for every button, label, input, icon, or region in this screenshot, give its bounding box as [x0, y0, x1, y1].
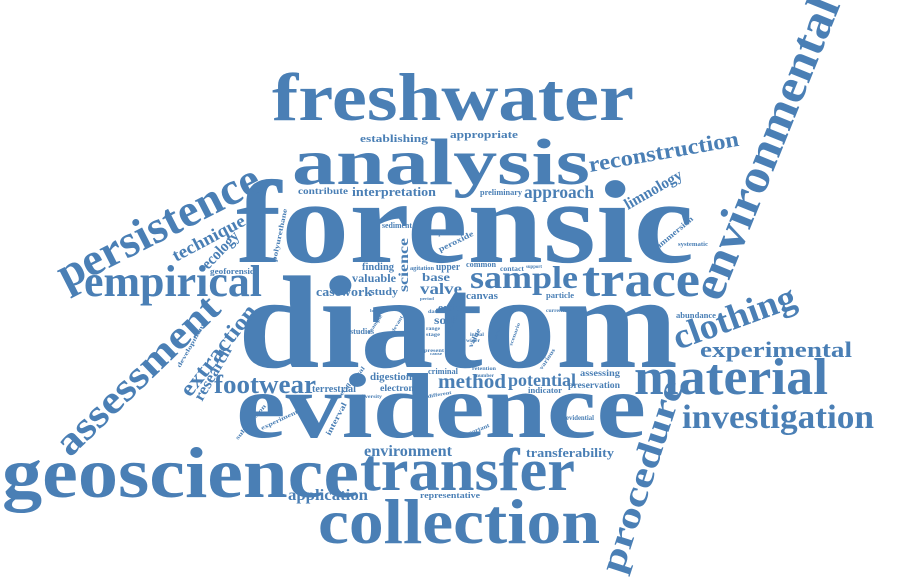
word-assessing: assessing	[580, 368, 621, 378]
word-range: range	[426, 327, 441, 332]
word-particle: particle	[546, 291, 574, 300]
word-valve: valve	[420, 281, 462, 298]
word-contact: contact	[500, 265, 525, 273]
word-interpretation: interpretation	[352, 184, 437, 199]
word-representative: representative	[420, 491, 481, 500]
word-exposure: exposure	[432, 229, 458, 237]
word-stage: stage	[426, 333, 441, 338]
word-establishing: establishing	[360, 133, 429, 145]
word-analysis: analysis	[292, 126, 590, 199]
word-number: number	[476, 374, 495, 379]
word-empirical: empirical	[84, 257, 262, 306]
word-method: method	[438, 371, 506, 393]
word-footwear: footwear	[214, 370, 316, 399]
word-location: location	[370, 308, 389, 313]
word-transfer: transfer	[360, 437, 575, 503]
word-preliminary: preliminary	[480, 188, 522, 197]
word-evidence: evidence	[236, 355, 646, 457]
word-geoscience: geoscience	[2, 433, 359, 513]
word-experimental: experimental	[700, 337, 852, 362]
word-retention: retention	[472, 367, 496, 372]
word-indicator: indicator	[528, 386, 562, 395]
word-data: data	[428, 310, 441, 315]
word-period: period	[420, 296, 435, 301]
word-sediment: sediment	[382, 221, 412, 230]
word-casework: casework	[316, 284, 373, 299]
word-digestion: digestion	[370, 372, 412, 383]
word-upper: upper	[436, 262, 461, 273]
word-diversity: diversity	[360, 395, 383, 400]
word-diatom: diatom	[238, 249, 678, 396]
word-current: current	[546, 309, 564, 314]
word-cause: cause	[430, 351, 442, 356]
word-transferability: transferability	[526, 445, 615, 460]
word-approach: approach	[524, 182, 594, 202]
word-order: order	[438, 303, 465, 314]
word-terrestrial: terrestrial	[312, 384, 356, 395]
word-studies: studies	[350, 327, 374, 336]
word-mode: mode	[493, 325, 503, 341]
word-forensic: forensic	[236, 157, 694, 288]
word-wider: wider	[466, 339, 481, 344]
word-valuable: valuable	[352, 271, 397, 285]
word-potential: potential	[508, 370, 576, 390]
word-present: present	[424, 349, 444, 354]
word-electron: electron	[380, 383, 414, 393]
word-investigation: investigation	[682, 399, 874, 436]
word-preservation: preservation	[568, 380, 620, 390]
word-common: common	[466, 260, 497, 269]
word-study: study	[370, 287, 398, 298]
word-material: material	[634, 349, 828, 406]
word-abundance: abundance	[676, 311, 716, 320]
word-canvas: canvas	[466, 291, 498, 302]
word-appropriate: appropriate	[450, 129, 518, 141]
word-different: different	[427, 391, 452, 400]
word-soil: soil	[434, 313, 455, 327]
word-trace: trace	[582, 251, 700, 307]
word-finding: finding	[362, 262, 394, 273]
word-collection: collection	[318, 486, 600, 557]
word-geoforensic: geoforensic	[210, 267, 255, 276]
word-base: base	[422, 270, 451, 284]
word-freshwater: freshwater	[272, 59, 634, 135]
word-environment: environment	[364, 443, 453, 460]
word-agitation: agitation	[410, 266, 435, 272]
word-evidential: evidential	[566, 414, 594, 422]
word-systematic: systematic	[678, 242, 708, 248]
word-application: application	[288, 487, 368, 504]
word-science: science	[397, 238, 412, 292]
word-sample: sample	[470, 259, 578, 295]
word-contribute: contribute	[298, 186, 348, 196]
word-criminal: criminal	[428, 367, 459, 376]
word-initial: initial	[470, 333, 485, 338]
word-support: support	[526, 265, 542, 270]
